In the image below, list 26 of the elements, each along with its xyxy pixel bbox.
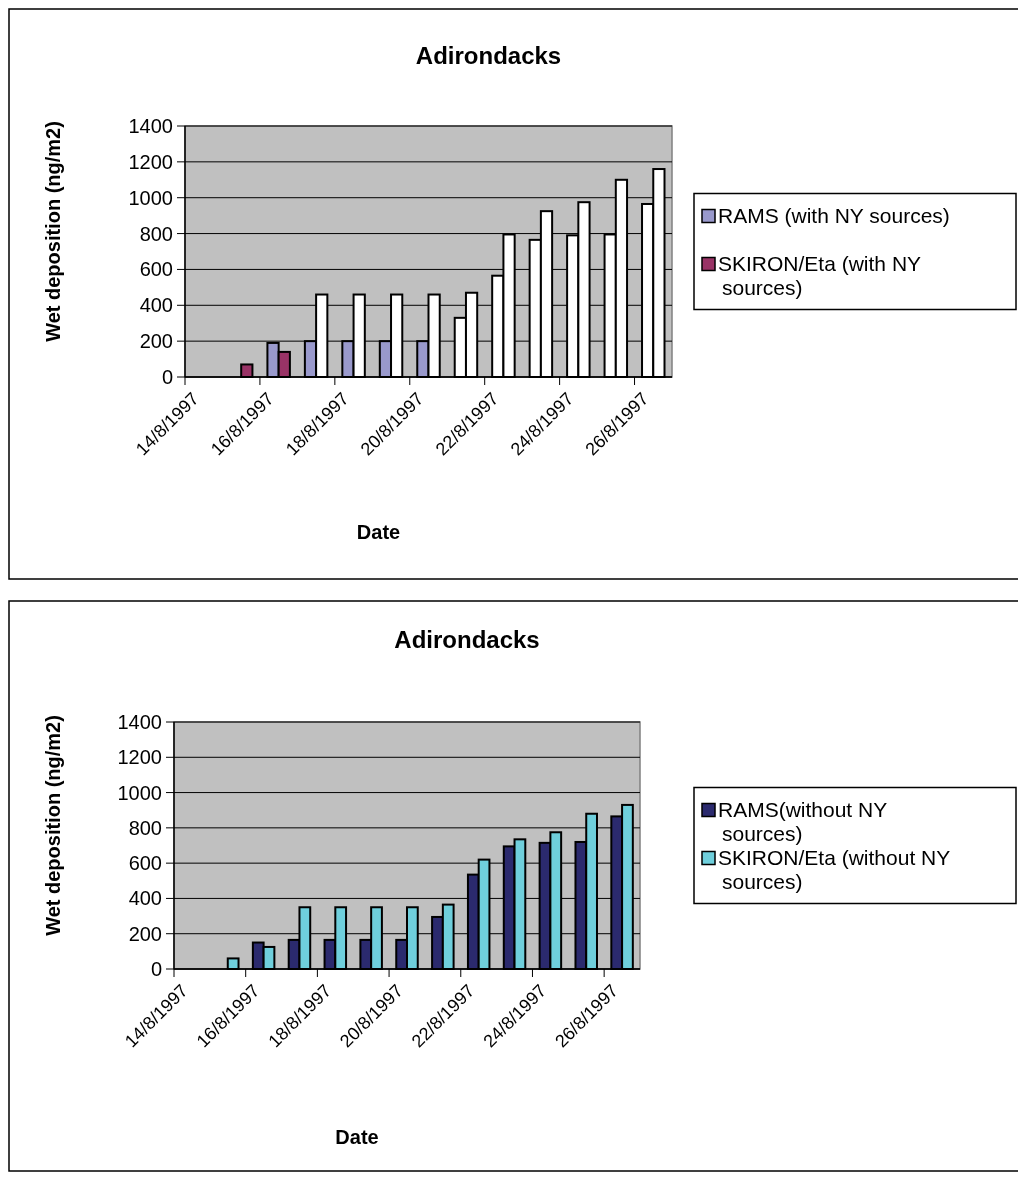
y-tick-label: 800 [139, 222, 173, 245]
y-tick-label: 400 [139, 294, 173, 317]
chart-title: Adirondacks [415, 42, 562, 69]
y-tick-label: 1000 [128, 186, 173, 209]
y-tick-label: 1200 [117, 746, 162, 769]
y-tick-label: 600 [128, 852, 162, 875]
y-tick-label: 200 [128, 922, 162, 945]
y-tick-label: 1200 [128, 150, 173, 173]
x-axis-title: Date [356, 521, 401, 543]
y-tick-label: 800 [128, 816, 162, 839]
y-axis-title: Wet deposition (ng/m2) [42, 121, 64, 342]
legend-label: SKIRON/Eta (with NY sources) [718, 252, 922, 300]
legend-label: RAMS (with NY sources) [718, 204, 950, 228]
legend-label: SKIRON/Eta (without NY sources) [718, 846, 951, 894]
x-axis-title: Date [335, 1126, 379, 1148]
y-tick-label: 200 [139, 330, 173, 353]
y-tick-label: 1000 [117, 781, 162, 804]
y-tick-label: 1400 [117, 711, 162, 733]
legend-label: RAMS(without NY sources) [718, 798, 888, 846]
y-tick-label: 600 [139, 258, 173, 281]
y-tick-label: 0 [161, 366, 173, 388]
y-tick-label: 0 [150, 958, 162, 980]
chart-title: Adirondacks [394, 626, 540, 653]
y-tick-label: 1400 [128, 115, 173, 137]
y-tick-label: 400 [128, 887, 162, 910]
y-axis-title: Wet deposition (ng/m2) [42, 715, 64, 936]
